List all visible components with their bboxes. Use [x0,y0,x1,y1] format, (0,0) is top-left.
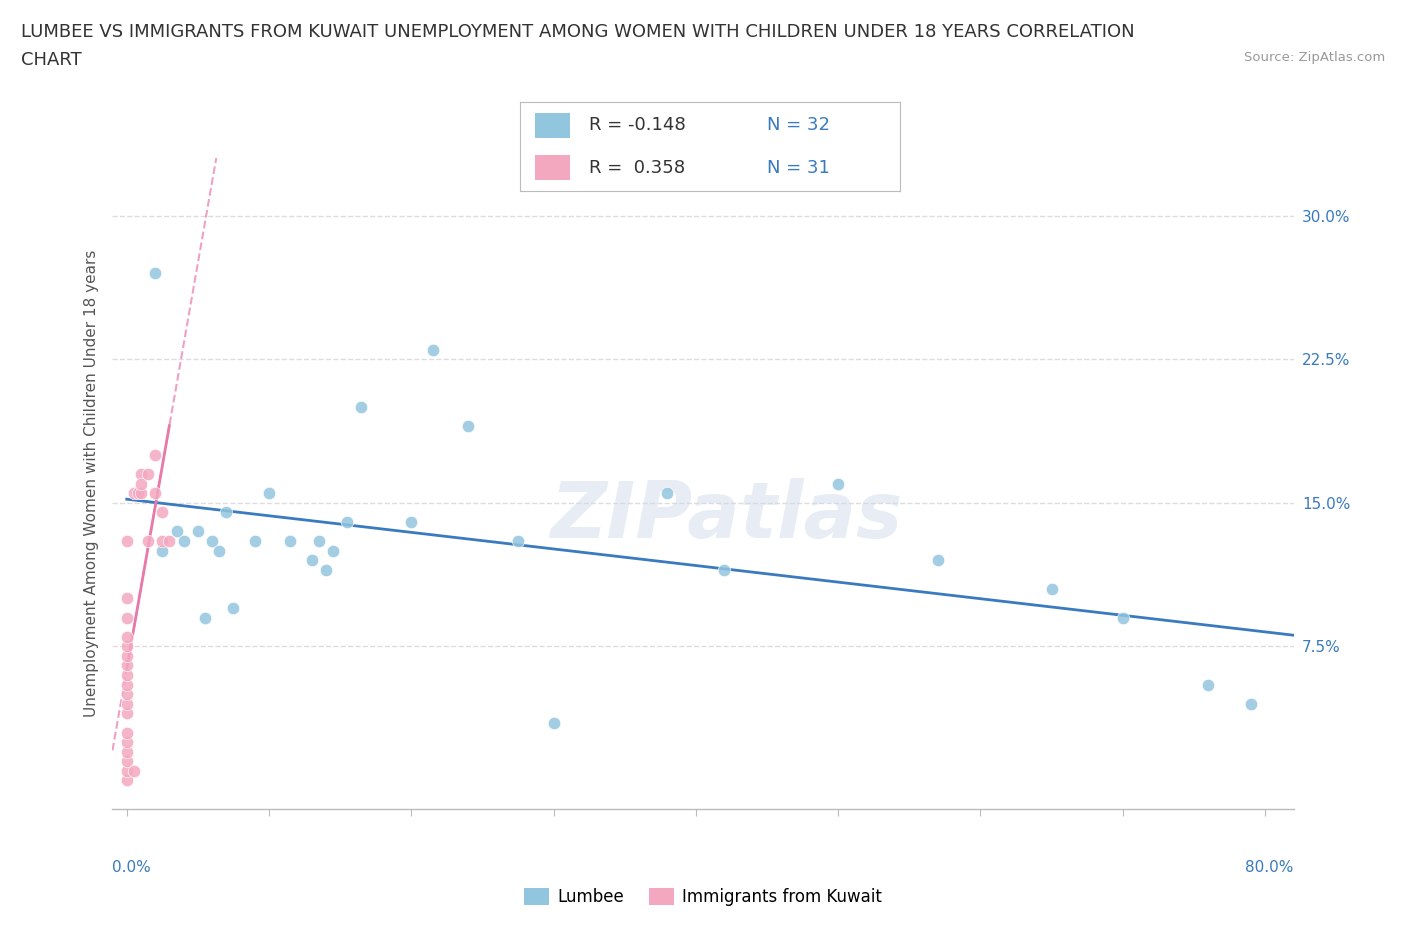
Point [308,534,330,549]
Point [194,610,217,625]
Point [143,266,166,281]
Point [315,563,337,578]
Point [115,773,138,788]
Point [401,514,423,529]
Point [115,744,138,759]
Point [136,467,159,482]
Point [115,706,138,721]
Point [166,524,188,538]
Point [143,485,166,500]
Point [115,754,138,769]
Point [115,648,138,663]
Point [129,485,152,500]
Point [215,505,238,520]
Point [115,677,138,692]
Point [713,563,735,578]
Point [115,610,138,625]
Point [150,534,173,549]
Text: LUMBEE VS IMMIGRANTS FROM KUWAIT UNEMPLOYMENT AMONG WOMEN WITH CHILDREN UNDER 18: LUMBEE VS IMMIGRANTS FROM KUWAIT UNEMPLO… [21,23,1135,41]
Point [115,658,138,673]
Point [115,725,138,740]
Point [1197,677,1219,692]
Bar [536,113,569,138]
Text: R =  0.358: R = 0.358 [589,159,685,177]
Point [506,534,529,549]
Point [243,534,266,549]
Point [115,764,138,778]
Point [336,514,359,529]
Point [280,534,302,549]
Text: N = 32: N = 32 [768,116,830,134]
Point [150,543,173,558]
Point [422,342,444,357]
Point [350,400,373,415]
Point [115,686,138,701]
Text: ZIPatlas: ZIPatlas [551,478,903,554]
Point [127,485,149,500]
Legend: Lumbee, Immigrants from Kuwait: Lumbee, Immigrants from Kuwait [517,881,889,912]
Point [150,505,173,520]
Point [301,552,323,567]
Point [115,534,138,549]
Point [457,418,479,433]
Point [115,591,138,606]
Point [129,467,152,482]
Text: Source: ZipAtlas.com: Source: ZipAtlas.com [1244,51,1385,64]
Point [322,543,344,558]
Text: N = 31: N = 31 [768,159,830,177]
Point [201,534,224,549]
Point [115,639,138,654]
Bar [536,155,569,180]
Point [115,668,138,683]
Point [827,476,849,491]
Point [157,534,180,549]
Point [657,485,679,500]
Point [543,715,565,730]
Text: 80.0%: 80.0% [1246,860,1294,875]
Point [136,534,159,549]
Text: 0.0%: 0.0% [112,860,152,875]
Point [1240,697,1263,711]
Point [129,476,152,491]
Y-axis label: Unemployment Among Women with Children Under 18 years: Unemployment Among Women with Children U… [83,250,98,717]
Point [1112,610,1135,625]
Point [187,524,209,538]
Point [173,534,195,549]
Text: CHART: CHART [21,51,82,69]
Point [257,485,280,500]
Point [1040,581,1063,596]
Point [927,552,949,567]
Point [208,543,231,558]
Point [115,697,138,711]
Point [222,601,245,616]
Point [122,764,145,778]
Point [115,630,138,644]
Point [143,447,166,462]
Text: R = -0.148: R = -0.148 [589,116,685,134]
Point [115,735,138,750]
Point [122,485,145,500]
